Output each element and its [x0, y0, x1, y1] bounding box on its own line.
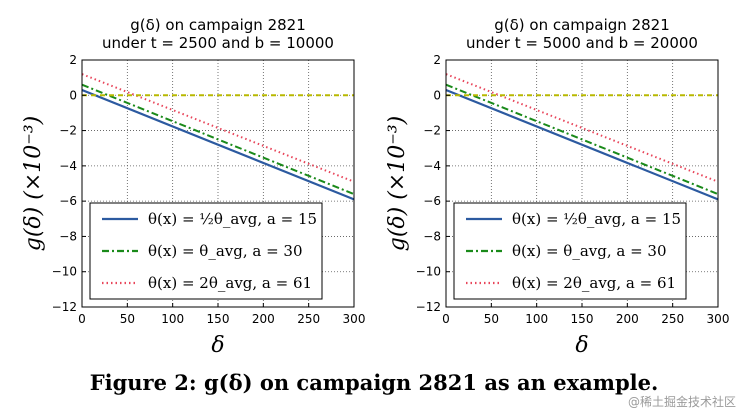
legend-label: θ(x) = θ_avg, a = 30 — [512, 242, 667, 260]
series-line — [81, 88, 355, 201]
x-tick-label: 200 — [616, 312, 639, 326]
legend-label: θ(x) = ½θ_avg, a = 15 — [512, 210, 681, 228]
y-tick-label: −2 — [59, 124, 77, 138]
y-tick-label: 2 — [69, 53, 77, 67]
series-line — [445, 83, 719, 196]
y-tick-label: −4 — [59, 159, 77, 173]
chart-title-line: under t = 2500 and b = 10000 — [102, 34, 334, 52]
series-line — [445, 73, 719, 183]
chart-title-line: under t = 5000 and b = 20000 — [466, 34, 698, 52]
figure-caption: Figure 2: g(δ) on campaign 2821 as an ex… — [89, 370, 659, 395]
y-axis-label: g(δ) (×10⁻³) — [385, 116, 410, 252]
y-tick-label: −8 — [423, 229, 441, 243]
y-tick-label: −8 — [59, 229, 77, 243]
y-axis-label: g(δ) (×10⁻³) — [21, 116, 46, 252]
x-tick-label: 200 — [252, 312, 275, 326]
x-axis-label: δ — [575, 333, 588, 358]
y-tick-label: 0 — [69, 88, 77, 102]
x-tick-label: 300 — [343, 312, 366, 326]
x-tick-label: 250 — [297, 312, 320, 326]
legend-label: θ(x) = θ_avg, a = 30 — [148, 242, 303, 260]
x-tick-label: 50 — [120, 312, 135, 326]
x-tick-label: 150 — [207, 312, 230, 326]
x-tick-label: 250 — [661, 312, 684, 326]
chart-title-line: g(δ) on campaign 2821 — [130, 16, 306, 34]
x-axis-label: δ — [211, 333, 224, 358]
x-tick-label: 0 — [78, 312, 86, 326]
x-tick-label: 50 — [484, 312, 499, 326]
y-tick-label: 2 — [433, 53, 441, 67]
y-tick-label: −6 — [423, 194, 441, 208]
series-line — [445, 88, 719, 201]
x-tick-label: 300 — [707, 312, 730, 326]
series-line — [81, 83, 355, 196]
series-line — [81, 73, 355, 183]
x-tick-label: 0 — [442, 312, 450, 326]
y-tick-label: −12 — [52, 300, 77, 314]
y-tick-label: −4 — [423, 159, 441, 173]
y-tick-label: −2 — [423, 124, 441, 138]
y-tick-label: −10 — [52, 265, 77, 279]
y-tick-label: −10 — [416, 265, 441, 279]
chart-title-line: g(δ) on campaign 2821 — [494, 16, 670, 34]
legend-label: θ(x) = 2θ_avg, a = 61 — [148, 274, 312, 292]
x-tick-label: 150 — [571, 312, 594, 326]
legend-label: θ(x) = ½θ_avg, a = 15 — [148, 210, 317, 228]
y-tick-label: 0 — [433, 88, 441, 102]
legend-label: θ(x) = 2θ_avg, a = 61 — [512, 274, 676, 292]
y-tick-label: −12 — [416, 300, 441, 314]
watermark: @稀土掘金技术社区 — [627, 395, 736, 409]
y-tick-label: −6 — [59, 194, 77, 208]
x-tick-label: 100 — [161, 312, 184, 326]
x-tick-label: 100 — [525, 312, 548, 326]
